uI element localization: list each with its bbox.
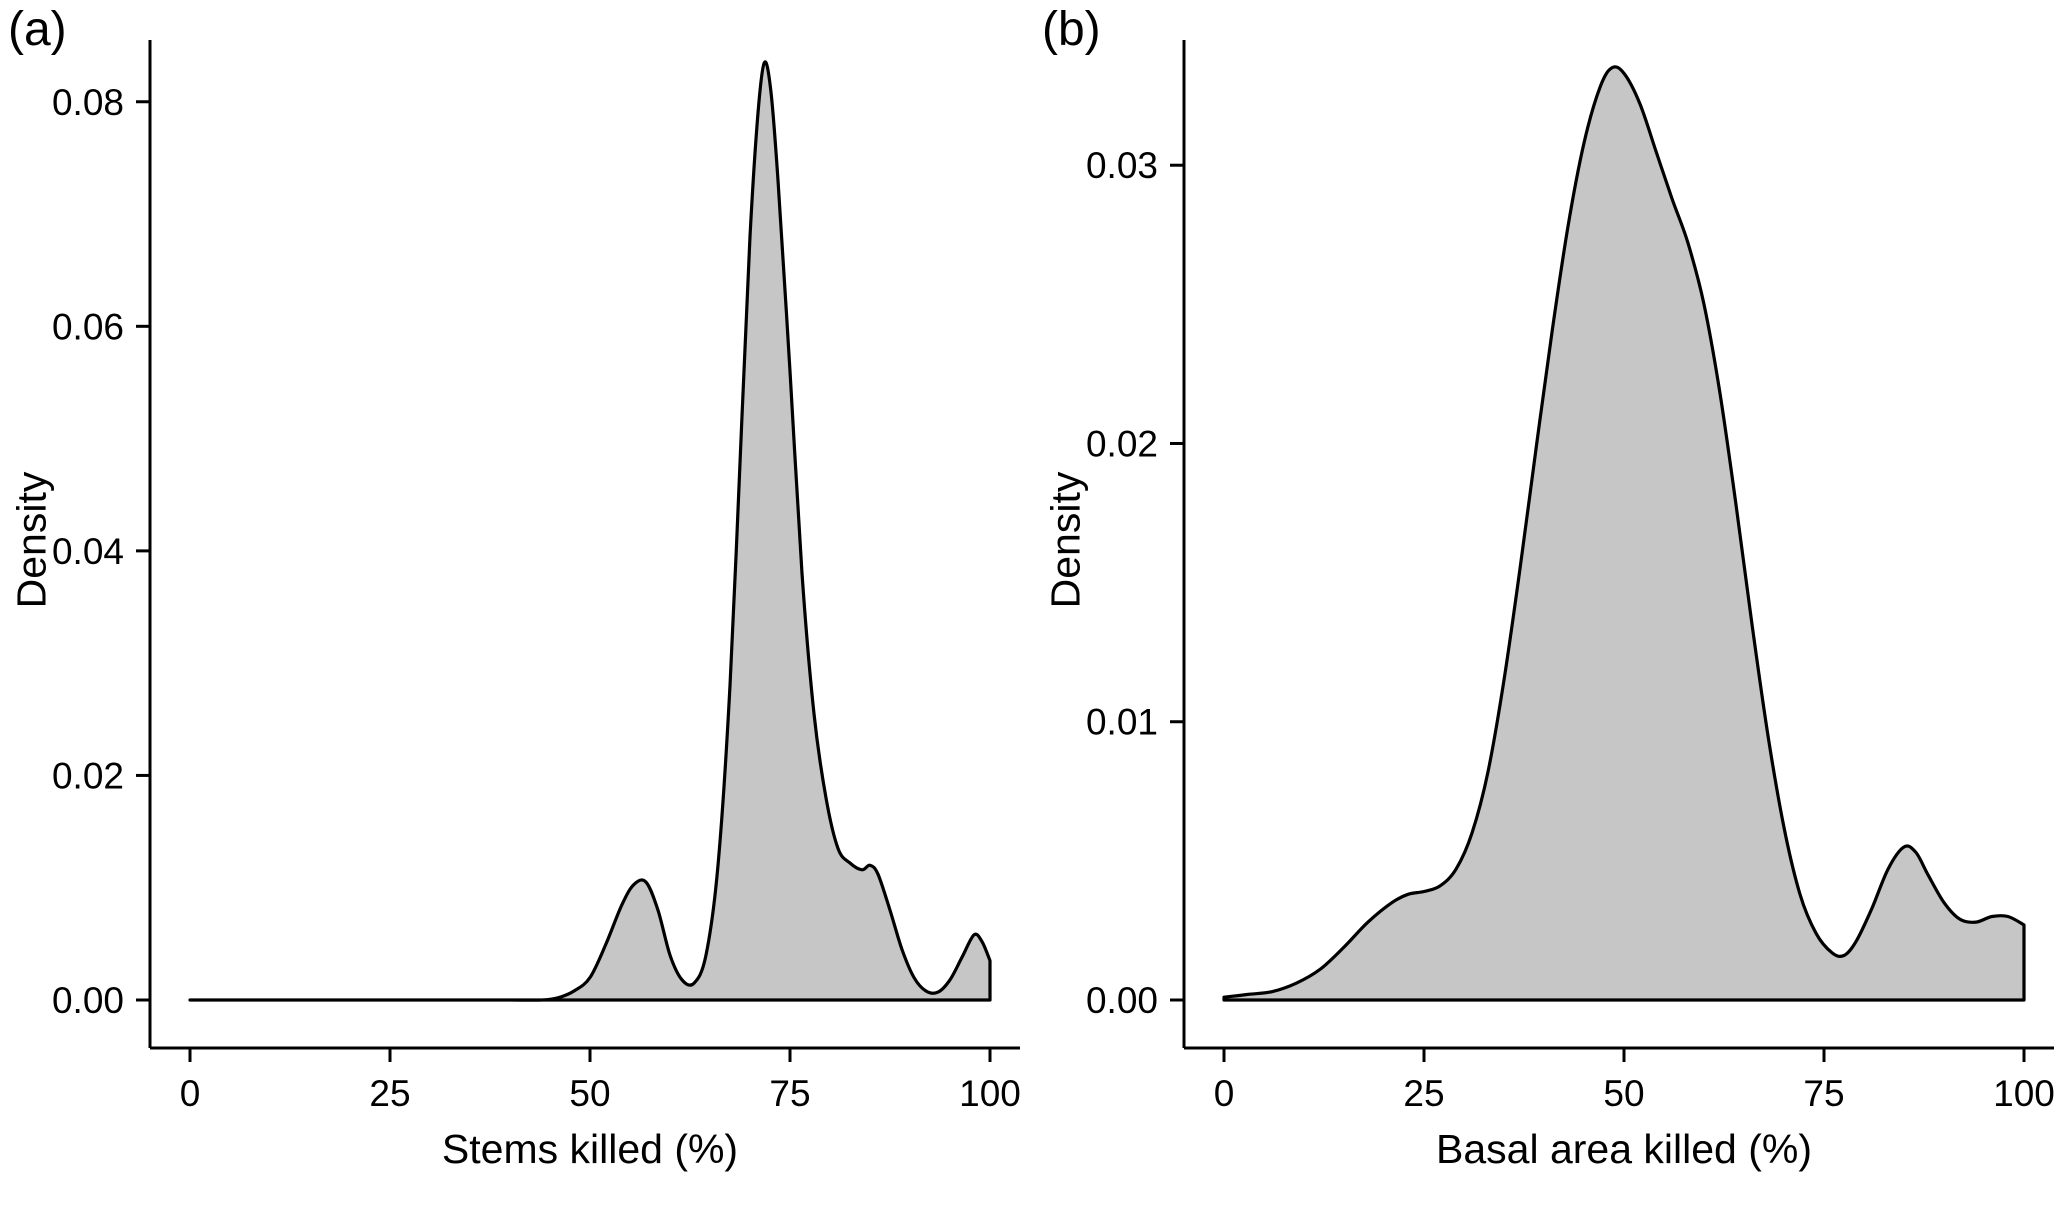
density-area — [188, 60, 992, 1002]
y-tick-label: 0.02 — [52, 755, 124, 796]
panel-b-tag: (b) — [1042, 3, 1101, 56]
x-tick-label: 25 — [1403, 1073, 1444, 1114]
x-tick-label: 50 — [569, 1073, 610, 1114]
y-tick-label: 0.01 — [1086, 702, 1158, 743]
panel-b-x-axis-title: Basal area killed (%) — [1436, 1126, 1812, 1172]
x-tick-label: 25 — [369, 1073, 410, 1114]
x-tick-label: 100 — [959, 1073, 1021, 1114]
x-tick-label: 0 — [1214, 1073, 1235, 1114]
y-tick-label: 0.08 — [52, 82, 124, 123]
y-tick-label: 0.00 — [52, 980, 124, 1021]
x-tick-label: 50 — [1603, 1073, 1644, 1114]
panel-b-y-axis-title: Density — [1042, 471, 1089, 609]
y-tick-label: 0.00 — [1086, 980, 1158, 1021]
y-tick-label: 0.02 — [1086, 423, 1158, 464]
panel-a-y-axis-title: Density — [8, 471, 55, 609]
panel-a: 0 25 50 75 100 0.00 0.02 0.04 0.06 0.08 (a) Densi… — [0, 0, 1033, 1227]
x-tick-label: 75 — [1803, 1073, 1844, 1114]
basal-area-killed-density-chart: 0 25 50 75 100 0.00 0.01 0.02 0.03 — [1086, 40, 2055, 1114]
panel-a-tag: (a) — [8, 3, 67, 56]
x-tick-label: 0 — [180, 1073, 201, 1114]
panel-a-x-axis-title: Stems killed (%) — [441, 1126, 739, 1172]
x-tick-label: 75 — [769, 1073, 810, 1114]
density-area — [1222, 65, 2026, 1002]
stems-killed-density-chart: 0 25 50 75 100 0.00 0.02 0.04 0.06 0.08 — [52, 40, 1021, 1114]
y-tick-label: 0.03 — [1086, 145, 1158, 186]
x-tick-label: 100 — [1993, 1073, 2055, 1114]
y-tick-label: 0.06 — [52, 306, 124, 347]
y-tick-label: 0.04 — [52, 531, 124, 572]
panel-b: 0 25 50 75 100 0.00 0.01 0.02 0.03 (b) Density B… — [1034, 0, 2067, 1227]
